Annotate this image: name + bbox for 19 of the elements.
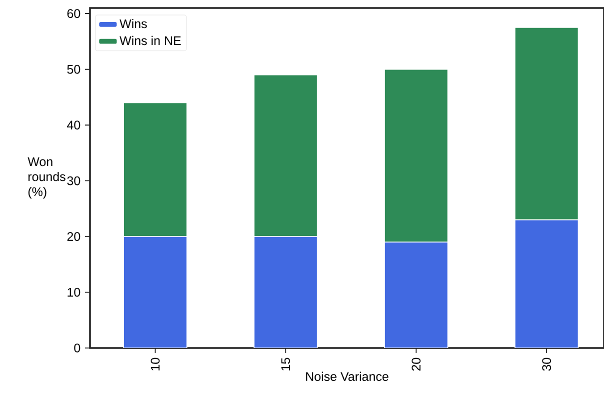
x-tick-label: 30 [542, 358, 552, 371]
y-tick-label: 50 [67, 64, 80, 74]
x-tick-label: 15 [281, 358, 290, 370]
y-tick-label: 40 [67, 120, 80, 130]
x-tick-label: 20 [412, 358, 421, 371]
y-tick-label: 30 [67, 176, 80, 186]
x-axis-title: Noise Variance [306, 372, 388, 381]
y-tick-label: 0 [74, 344, 80, 352]
bar [123, 236, 188, 348]
y-axis-title: Won rounds (%) [28, 157, 66, 199]
y-tick-label: 10 [68, 288, 80, 297]
bar [514, 219, 579, 348]
y-tick-label: 60 [67, 9, 80, 18]
y-tick-label: 20 [67, 232, 80, 241]
bar [254, 236, 318, 348]
legend-label: Wins in NE [120, 36, 181, 46]
x-tick-label: 10 [150, 358, 160, 370]
legend-label: Wins [120, 18, 147, 28]
bar [384, 242, 448, 348]
